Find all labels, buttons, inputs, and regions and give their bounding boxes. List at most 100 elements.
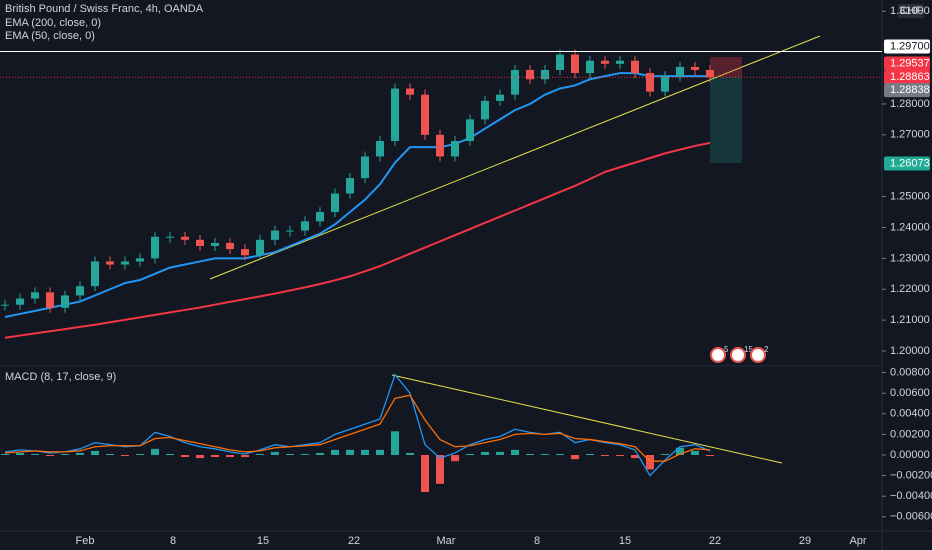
histogram-bar bbox=[436, 454, 444, 484]
histogram-bar bbox=[76, 452, 84, 455]
y-tick-label: 1.31000 bbox=[890, 5, 930, 17]
candle bbox=[586, 60, 594, 74]
candle bbox=[196, 239, 204, 247]
y-tick-label: 1.27000 bbox=[890, 129, 930, 141]
histogram-bar bbox=[631, 454, 639, 459]
candle bbox=[706, 69, 714, 78]
x-tick-label: 15 bbox=[619, 535, 631, 547]
y-tick-label: −0.00400 bbox=[890, 490, 932, 502]
candle bbox=[661, 76, 669, 92]
x-tick-label: Feb bbox=[76, 535, 95, 547]
alert-badge bbox=[730, 347, 746, 363]
histogram-bar bbox=[481, 451, 489, 455]
histogram-bar bbox=[301, 453, 309, 455]
x-tick-label: 29 bbox=[799, 535, 811, 547]
ema50-legend: EMA (50, close, 0) bbox=[5, 30, 95, 42]
candle bbox=[256, 239, 264, 256]
x-tick-label: 8 bbox=[534, 535, 540, 547]
candle bbox=[211, 242, 219, 247]
histogram-bar bbox=[91, 450, 99, 455]
candle bbox=[166, 236, 174, 238]
histogram-bar bbox=[541, 453, 549, 455]
candle bbox=[61, 295, 69, 308]
candle bbox=[466, 119, 474, 142]
candle bbox=[376, 141, 384, 157]
histogram-bar bbox=[166, 453, 174, 455]
candle bbox=[361, 156, 369, 179]
y-tick-label: 0.00600 bbox=[890, 387, 930, 399]
histogram-bar bbox=[151, 448, 159, 455]
candle bbox=[511, 69, 519, 95]
candle bbox=[346, 178, 354, 194]
histogram-bar bbox=[511, 449, 519, 455]
candle bbox=[691, 66, 699, 70]
candle bbox=[451, 141, 459, 157]
candle bbox=[16, 298, 24, 305]
histogram-bar bbox=[211, 454, 219, 458]
y-tick-label: 1.28000 bbox=[890, 98, 930, 110]
histogram-bar bbox=[556, 453, 564, 455]
candle bbox=[1, 304, 9, 306]
candle bbox=[241, 249, 249, 256]
histogram-bar bbox=[16, 452, 24, 455]
candle bbox=[181, 236, 189, 240]
histogram-bar bbox=[1, 453, 9, 455]
x-tick-label: Apr bbox=[849, 535, 866, 547]
price-tag-label: 1.26073 bbox=[890, 157, 930, 169]
price-tag bbox=[884, 39, 930, 54]
y-tick-label: 1.21000 bbox=[890, 314, 930, 326]
histogram-bar bbox=[121, 454, 129, 457]
price-tag-label: 1.28863 bbox=[890, 71, 930, 83]
histogram-bar bbox=[601, 454, 609, 457]
alert-badge bbox=[750, 347, 766, 363]
histogram-bar bbox=[331, 449, 339, 455]
histogram-bar bbox=[46, 454, 54, 457]
alert-count: 5 bbox=[724, 345, 729, 354]
histogram-bar bbox=[346, 449, 354, 455]
symbol-title: British Pound / Swiss Franc, 4h, OANDA bbox=[5, 3, 204, 15]
candle bbox=[631, 60, 639, 74]
y-tick-label: 1.25000 bbox=[890, 191, 930, 203]
candle bbox=[286, 230, 294, 232]
alert-count: 2 bbox=[764, 345, 769, 354]
histogram-bar bbox=[571, 454, 579, 460]
candle bbox=[436, 134, 444, 157]
histogram-bar bbox=[361, 449, 369, 455]
histogram-bar bbox=[316, 452, 324, 455]
y-tick-label: 1.22000 bbox=[890, 283, 930, 295]
target-zone bbox=[710, 77, 742, 163]
histogram-bar bbox=[616, 454, 624, 457]
histogram-bar bbox=[661, 453, 669, 455]
y-tick-label: 0.00400 bbox=[890, 408, 930, 420]
histogram-bar bbox=[586, 453, 594, 455]
x-tick-label: 15 bbox=[257, 535, 269, 547]
ema-line bbox=[4, 141, 711, 339]
candle bbox=[226, 242, 234, 250]
price-tag bbox=[884, 56, 930, 71]
histogram-bar bbox=[136, 453, 144, 455]
candle bbox=[616, 60, 624, 64]
price-tag-label: 1.28838 bbox=[890, 84, 930, 96]
candle bbox=[76, 286, 84, 296]
candle bbox=[481, 100, 489, 120]
candle bbox=[121, 261, 129, 265]
candle bbox=[406, 88, 414, 95]
histogram-bar bbox=[496, 451, 504, 455]
currency-badge[interactable] bbox=[898, 4, 924, 18]
currency-label[interactable]: CHF bbox=[900, 5, 923, 17]
candle bbox=[496, 94, 504, 101]
candle bbox=[46, 292, 54, 308]
candle bbox=[106, 261, 114, 265]
histogram-bar bbox=[421, 454, 429, 493]
histogram-bar bbox=[646, 454, 654, 470]
macd-legend: MACD (8, 17, close, 9) bbox=[5, 371, 116, 383]
y-tick-label: 0.00000 bbox=[890, 449, 930, 461]
histogram-bar bbox=[676, 447, 684, 455]
x-tick-label: 22 bbox=[348, 535, 360, 547]
y-tick-label: 0.00200 bbox=[890, 428, 930, 440]
x-tick-label: 22 bbox=[709, 535, 721, 547]
alert-count: 15 bbox=[744, 345, 753, 354]
candle bbox=[556, 54, 564, 70]
histogram-bar bbox=[181, 454, 189, 458]
